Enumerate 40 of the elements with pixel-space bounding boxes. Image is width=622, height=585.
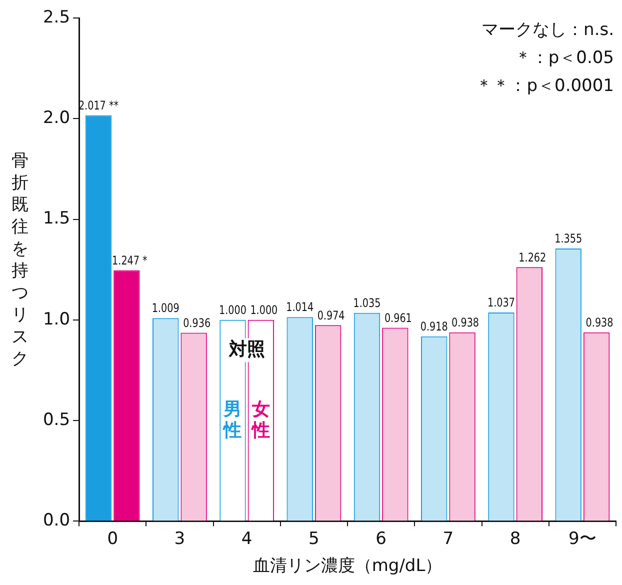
data-label: 0.918 <box>420 320 448 334</box>
bar <box>114 270 140 521</box>
text: 骨折既往を持つリスク <box>12 151 28 369</box>
data-label: 0.936 <box>183 316 211 330</box>
x-tick-label: 3 <box>174 528 186 549</box>
data-label: 1.037 <box>487 296 515 310</box>
data-label: 1.247 * <box>112 253 148 268</box>
annotation: ＊＊：p＜0.0001 <box>476 76 614 96</box>
data-label: 1.014 <box>286 300 314 315</box>
x-axis-title: 血清リン濃度（mg/dL） <box>252 556 442 576</box>
data-label: 1.000 <box>219 303 247 318</box>
y-tick-label: 1.0 <box>42 309 70 330</box>
y-tick-label: 0.0 <box>42 510 70 531</box>
data-label: 0.974 <box>317 308 345 323</box>
data-label: 1.009 <box>152 301 180 316</box>
x-tick-label: 0 <box>107 528 118 549</box>
data-label: 2.017 ** <box>78 98 120 113</box>
x-tick-label: 6 <box>376 528 386 549</box>
x-tick-label: 8 <box>510 528 521 549</box>
x-tick-label: 4 <box>241 528 252 549</box>
series-label: 男性 <box>222 399 242 442</box>
x-tick-label: 9〜 <box>568 528 596 549</box>
data-label: 0.961 <box>384 310 412 326</box>
annotation: ＊：p＜0.05 <box>514 48 614 68</box>
annotation: 対照 <box>228 338 265 360</box>
x-tick-label: 5 <box>308 528 320 549</box>
series-label: 女性 <box>250 399 270 442</box>
y-tick-label: 1.5 <box>42 208 70 229</box>
y-tick-label: 0.5 <box>42 410 70 430</box>
y-tick-label: 2.5 <box>42 7 70 28</box>
bar <box>85 115 112 521</box>
data-label: 0.938 <box>452 315 480 330</box>
data-label: 1.262 <box>518 250 546 265</box>
data-label: 1.000 <box>250 303 278 318</box>
data-label: 1.035 <box>353 296 381 310</box>
x-tick-label: 7 <box>442 528 454 549</box>
annotation: マークなし：n.s. <box>482 20 614 40</box>
data-label: 0.938 <box>586 315 614 330</box>
y-tick-label: 2.0 <box>42 108 70 128</box>
data-label: 1.355 <box>554 232 582 246</box>
